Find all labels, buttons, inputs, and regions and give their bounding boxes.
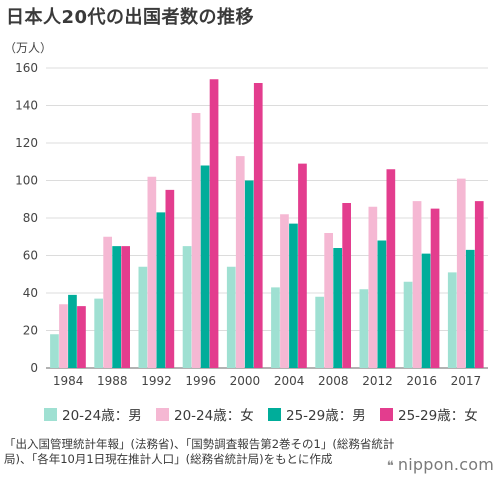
quote-icon: ❝ xyxy=(386,459,394,474)
bar-2004-s2 xyxy=(280,214,289,368)
bar-1984-s3 xyxy=(68,294,77,368)
bar-2012-s2 xyxy=(368,206,378,368)
x-tick-label: 2017 xyxy=(451,374,482,388)
bar-2016-s4 xyxy=(430,208,440,368)
legend-label-2: 20-24歳：女 xyxy=(174,408,254,424)
bar-2012-s4 xyxy=(386,169,396,368)
legend-label-4: 25-29歳：女 xyxy=(398,408,478,424)
x-tick-label: 2008 xyxy=(318,374,349,388)
bar-2012-s3 xyxy=(377,240,387,368)
y-tick-label: 100 xyxy=(15,174,38,188)
bar-2012-s1 xyxy=(359,289,369,368)
bar-2000-s4 xyxy=(253,83,263,368)
bar-1996-s4 xyxy=(209,79,219,368)
y-tick-label: 80 xyxy=(23,211,38,225)
source-note: 「出入国管理統計年報」(法務省)、「国勢調査報告第2巻その1」(総務省統計局)、… xyxy=(4,437,395,466)
bar-2008-s2 xyxy=(324,233,333,368)
bar-2017-s1 xyxy=(447,272,457,368)
bar-2000-s2 xyxy=(235,156,245,368)
bar-1984-s1 xyxy=(50,334,59,368)
bar-1988-s1 xyxy=(94,298,103,368)
bar-1984-s4 xyxy=(77,306,86,368)
bar-2016-s3 xyxy=(421,253,431,368)
x-tick-label: 1996 xyxy=(185,374,216,388)
x-tick-label: 2016 xyxy=(406,374,437,388)
bar-2004-s1 xyxy=(271,287,280,368)
bar-2004-s4 xyxy=(298,163,307,368)
legend-label-3: 25-29歳：男 xyxy=(286,408,366,424)
x-tick-label: 1988 xyxy=(97,374,128,388)
x-tick-label: 1984 xyxy=(53,374,84,388)
legend-swatch-3 xyxy=(268,407,281,421)
logo-text: nippon.com xyxy=(397,455,494,474)
chart-title: 日本人20代の出国者数の推移 xyxy=(6,7,255,28)
bar-1992-s1 xyxy=(138,266,148,368)
legend-item-3: 25-29歳：男 xyxy=(268,404,366,424)
bar-2004-s3 xyxy=(289,223,298,368)
bar-1992-s4 xyxy=(165,189,175,368)
y-axis-unit-label: （万人） xyxy=(4,41,53,55)
x-tick-label: 2012 xyxy=(362,374,393,388)
bar-2016-s2 xyxy=(412,201,422,368)
bar-2008-s4 xyxy=(342,203,351,368)
bar-1984-s2 xyxy=(59,304,68,368)
bar-1996-s2 xyxy=(191,113,201,368)
legend-item-1: 20-24歳：男 xyxy=(44,404,142,424)
y-tick-label: 20 xyxy=(23,324,38,338)
bar-2000-s3 xyxy=(244,180,254,368)
bar-2017-s2 xyxy=(456,178,466,368)
bar-2017-s3 xyxy=(465,249,475,368)
bar-2008-s3 xyxy=(333,248,342,368)
nippon-logo: ❝ nippon.com xyxy=(387,455,494,474)
bar-2016-s1 xyxy=(403,281,413,368)
bar-1988-s3 xyxy=(112,246,121,368)
bar-1992-s2 xyxy=(147,176,157,368)
y-tick-label: 140 xyxy=(15,99,38,113)
bar-1988-s2 xyxy=(103,236,112,368)
x-tick-label: 2000 xyxy=(230,374,261,388)
bar-2000-s1 xyxy=(226,266,236,368)
legend-item-2: 20-24歳：女 xyxy=(156,404,254,424)
bar-1996-s3 xyxy=(200,165,210,368)
x-tick-label: 1992 xyxy=(141,374,172,388)
bar-2017-s4 xyxy=(474,201,484,368)
y-tick-label: 40 xyxy=(23,286,38,300)
bar-1992-s3 xyxy=(156,212,166,368)
bar-chart: 0 20 40 60 80 100 120 140 160 1984 1988 1992 1996 200… xyxy=(15,61,488,388)
legend-swatch-1 xyxy=(44,407,57,421)
legend-swatch-2 xyxy=(156,407,169,421)
bar-2008-s1 xyxy=(315,296,324,368)
y-tick-label: 60 xyxy=(23,249,38,263)
legend-label-1: 20-24歳：男 xyxy=(62,408,142,424)
bar-1996-s1 xyxy=(182,246,192,368)
bar-1988-s4 xyxy=(121,246,130,368)
y-tick-label: 0 xyxy=(30,361,38,375)
legend-swatch-4 xyxy=(380,407,393,421)
legend-item-4: 25-29歳：女 xyxy=(380,404,478,424)
y-tick-label: 160 xyxy=(15,61,38,75)
x-tick-label: 2004 xyxy=(274,374,305,388)
y-tick-label: 120 xyxy=(15,136,38,150)
